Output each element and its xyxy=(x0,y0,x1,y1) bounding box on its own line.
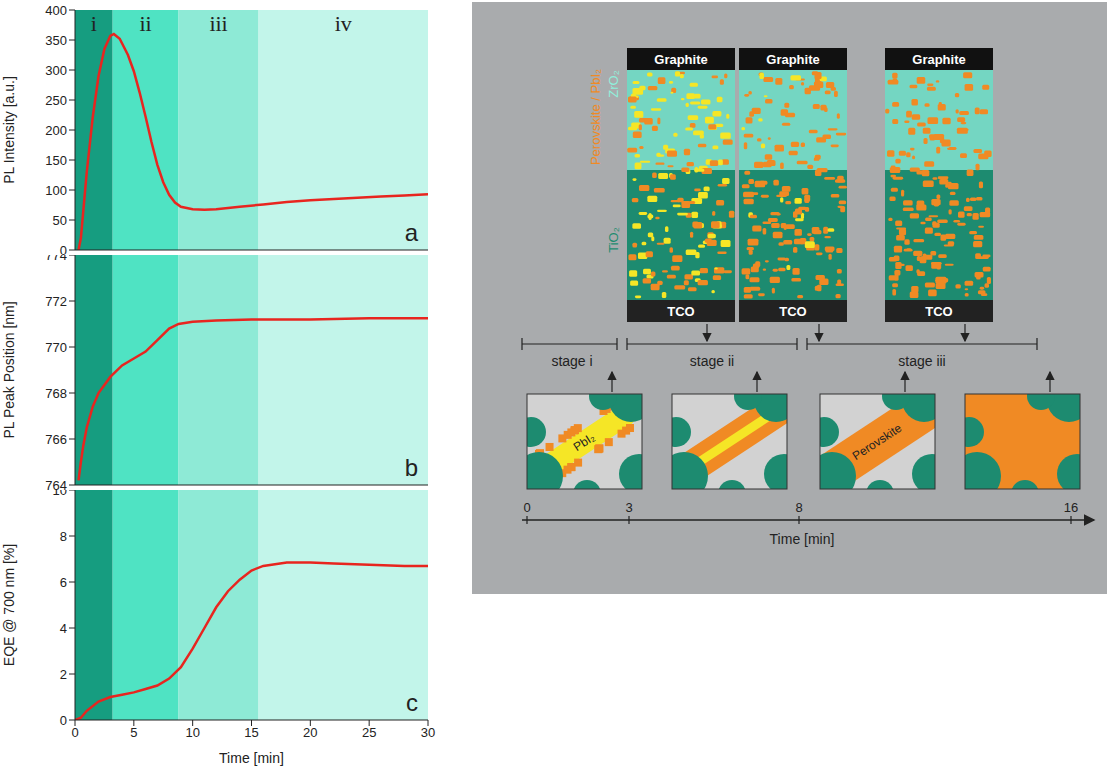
svg-text:Graphite: Graphite xyxy=(654,52,707,67)
svg-text:766: 766 xyxy=(45,432,67,447)
svg-text:8: 8 xyxy=(795,500,802,515)
svg-text:Graphite: Graphite xyxy=(766,52,819,67)
svg-text:ZrO₂: ZrO₂ xyxy=(606,70,621,97)
html-text:c: c xyxy=(406,689,418,716)
svg-text:10: 10 xyxy=(53,490,67,498)
svg-text:25: 25 xyxy=(362,725,376,740)
svg-text:768: 768 xyxy=(45,386,67,401)
svg-text:TiO₂: TiO₂ xyxy=(606,227,621,253)
svg-text:0: 0 xyxy=(60,713,67,728)
svg-text:PL Intensity [a.u.]: PL Intensity [a.u.] xyxy=(1,76,17,184)
svg-text:16: 16 xyxy=(1064,500,1078,515)
svg-text:ii: ii xyxy=(139,11,151,36)
svg-text:Time [min]: Time [min] xyxy=(219,750,284,766)
svg-text:0: 0 xyxy=(71,725,78,740)
svg-text:TCO: TCO xyxy=(925,304,952,319)
svg-text:EQE @ 700 nm [%]: EQE @ 700 nm [%] xyxy=(1,544,17,666)
svg-text:764: 764 xyxy=(45,478,67,490)
svg-text:8: 8 xyxy=(60,529,67,544)
svg-text:PL Peak Position [nm]: PL Peak Position [nm] xyxy=(1,301,17,438)
svg-text:6: 6 xyxy=(60,575,67,590)
svg-text:stage i: stage i xyxy=(551,353,592,369)
svg-text:0: 0 xyxy=(60,243,67,255)
svg-text:TCO: TCO xyxy=(779,304,806,319)
svg-text:50: 50 xyxy=(53,213,67,228)
svg-text:stage iii: stage iii xyxy=(898,353,945,369)
svg-text:Perovskite: Perovskite xyxy=(850,421,905,463)
svg-text:250: 250 xyxy=(45,93,67,108)
svg-text:i: i xyxy=(91,11,97,36)
svg-text:30: 30 xyxy=(421,725,435,740)
svg-text:PbI₂: PbI₂ xyxy=(571,430,598,454)
svg-text:772: 772 xyxy=(45,294,67,309)
svg-text:10: 10 xyxy=(185,725,199,740)
svg-text:iv: iv xyxy=(335,11,352,36)
svg-text:Time [min]: Time [min] xyxy=(770,531,835,547)
svg-text:3: 3 xyxy=(625,500,632,515)
svg-text:4: 4 xyxy=(60,621,67,636)
svg-text:stage ii: stage ii xyxy=(690,353,734,369)
svg-text:350: 350 xyxy=(45,33,67,48)
svg-text:2: 2 xyxy=(60,667,67,682)
svg-text:Perovskite / PbI₂: Perovskite / PbI₂ xyxy=(588,69,603,165)
svg-text:5: 5 xyxy=(130,725,137,740)
svg-text:15: 15 xyxy=(244,725,258,740)
svg-text:200: 200 xyxy=(45,123,67,138)
svg-text:0: 0 xyxy=(523,500,530,515)
svg-text:300: 300 xyxy=(45,63,67,78)
svg-text:400: 400 xyxy=(45,3,67,18)
svg-text:100: 100 xyxy=(45,183,67,198)
svg-text:20: 20 xyxy=(303,725,317,740)
html-text:b: b xyxy=(404,454,418,481)
svg-text:TCO: TCO xyxy=(667,304,694,319)
svg-text:770: 770 xyxy=(45,340,67,355)
html-text:a: a xyxy=(404,219,418,246)
svg-text:iii: iii xyxy=(209,11,227,36)
svg-text:150: 150 xyxy=(45,153,67,168)
svg-text:Graphite: Graphite xyxy=(912,52,965,67)
svg-text:774: 774 xyxy=(45,255,67,263)
